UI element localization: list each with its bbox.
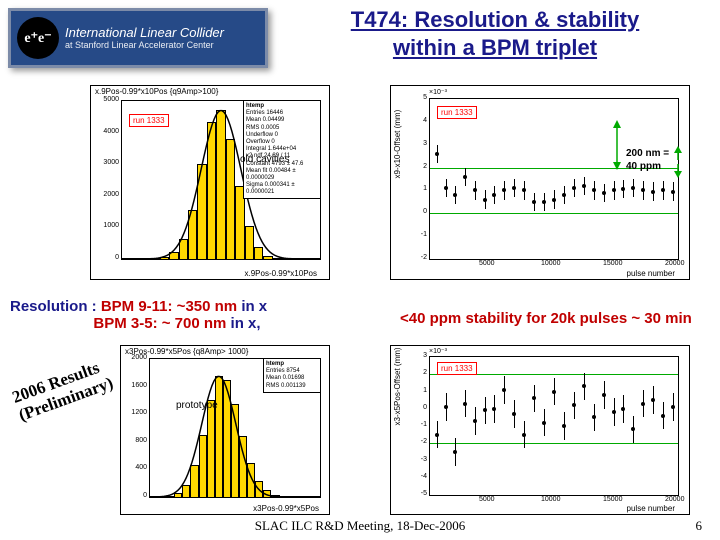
arrow-icon <box>672 160 684 178</box>
cbl-annotation: prototype <box>176 400 218 411</box>
ctl-stats: htempEntries 16446Mean 0.04499RMS 0.0005… <box>243 100 321 199</box>
page-number: 6 <box>696 518 703 534</box>
res-lead: Resolution : <box>10 298 101 315</box>
ctl-xlabel: x.9Pos-0.99*x10Pos <box>245 269 318 278</box>
preliminary-label: 2006 Results (Preliminary) <box>10 356 116 425</box>
title-line2: within a BPM triplet <box>393 35 597 60</box>
logo-line2: at Stanford Linear Accelerator Center <box>65 40 224 51</box>
cbr-xlabel: pulse number <box>627 504 675 513</box>
res-l1b: in x <box>241 298 267 315</box>
chart-top-right: run 1333 pulse number x9-x10-Offset (mm)… <box>390 85 690 280</box>
res-l1a: BPM 9-11: ~350 nm <box>101 298 241 315</box>
logo: e⁺e⁻ International Linear Collider at St… <box>8 8 268 68</box>
res-l2b: in x, <box>231 315 261 332</box>
logo-line1: International Linear Collider <box>65 25 224 41</box>
cbl-xlabel: x3Pos-0.99*x5Pos <box>253 504 319 513</box>
chart-top-left: x.9Pos-0.99*x10Pos {q9Amp>100} run 1333 … <box>90 85 330 280</box>
ctl-title: x.9Pos-0.99*x10Pos {q9Amp>100} <box>95 87 218 96</box>
ctr-run-label: run 1333 <box>437 106 477 119</box>
cbl-stats: htempEntries 8754Mean 0.01698RMS 0.00113… <box>263 358 321 393</box>
res-l2a: BPM 3-5: ~ 700 nm <box>93 315 230 332</box>
chart-bottom-left: x3Pos-0.99*x5Pos {q8Amp> 1000} htempEntr… <box>120 345 330 515</box>
cbr-ylabel: x3-x5Pos-Offset (mm) <box>393 347 402 425</box>
arrow-icon <box>610 120 624 170</box>
logo-ee-icon: e⁺e⁻ <box>17 17 59 59</box>
ctr-annot2: 40 ppm <box>626 161 661 172</box>
ctl-annotation: old cavities <box>240 154 289 165</box>
ctr-annot1: 200 nm = <box>626 148 669 159</box>
resolution-text: Resolution : BPM 9-11: ~350 nm in x Reso… <box>10 298 267 332</box>
title-line1: T474: Resolution & stability <box>351 7 640 32</box>
footer: SLAC ILC R&D Meeting, 18-Dec-2006 <box>0 518 720 534</box>
cbr-exp: ×10⁻³ <box>429 347 447 355</box>
cbr-run-label: run 1333 <box>437 362 477 375</box>
ctr-xlabel: pulse number <box>627 269 675 278</box>
stability-text: <40 ppm stability for 20k pulses ~ 30 mi… <box>400 310 692 327</box>
ctr-ylabel: x9-x10-Offset (mm) <box>393 109 402 178</box>
logo-text: International Linear Collider at Stanfor… <box>65 25 224 51</box>
ctr-exp: ×10⁻³ <box>429 88 447 96</box>
page-title: T474: Resolution & stability within a BP… <box>280 6 710 61</box>
ctl-run-label: run 1333 <box>129 114 169 127</box>
chart-bottom-right: run 1333 pulse number x3-x5Pos-Offset (m… <box>390 345 690 515</box>
